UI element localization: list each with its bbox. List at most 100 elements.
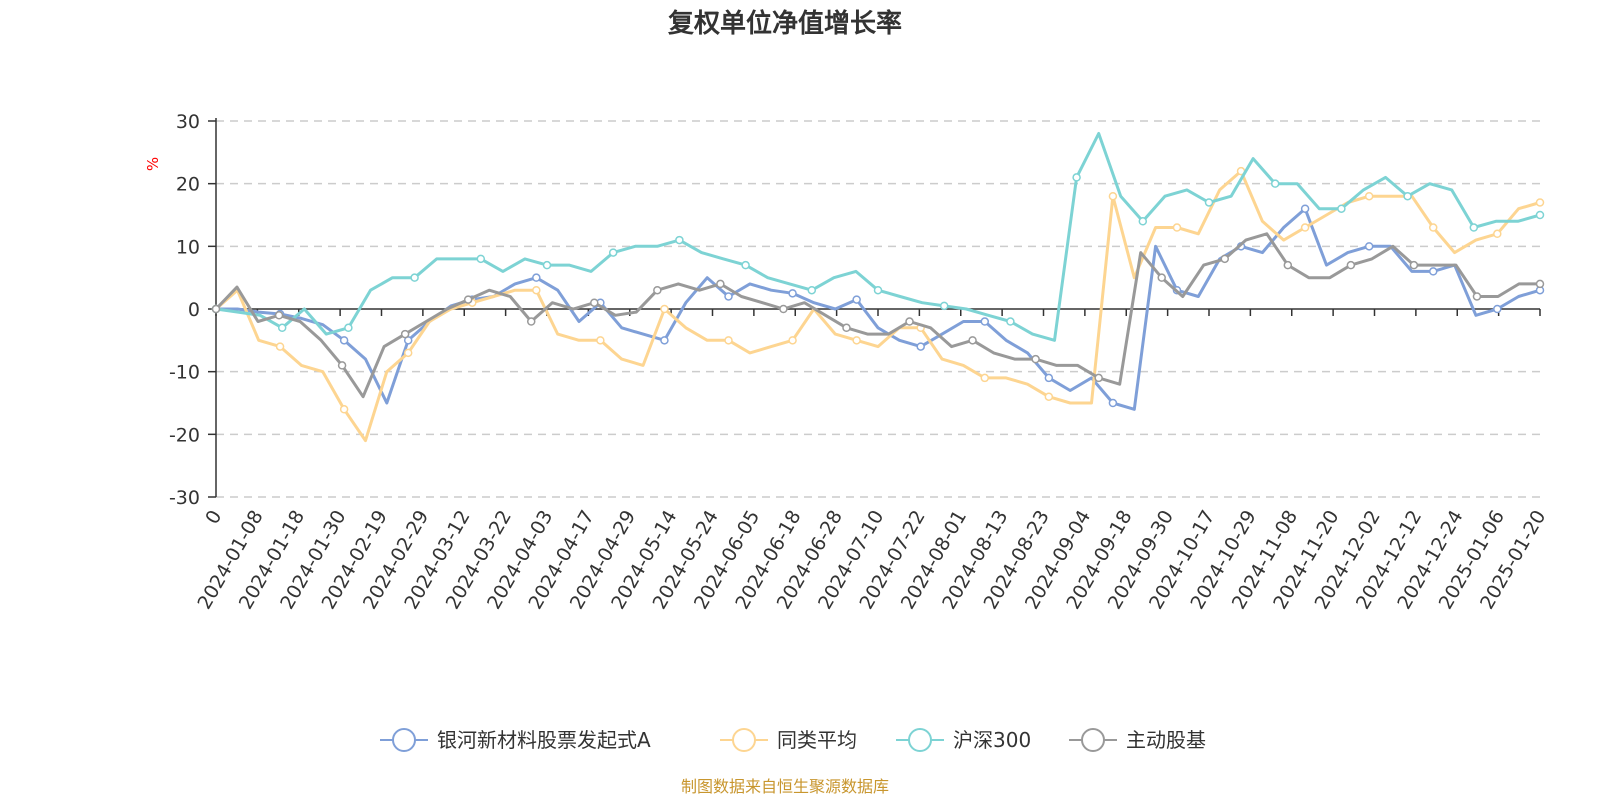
- data-point-marker: [410, 273, 419, 282]
- data-point-marker: [590, 298, 599, 307]
- data-point-marker: [1535, 210, 1545, 220]
- legend-label: 银河新材料股票发起式A: [437, 728, 651, 752]
- data-point-marker: [724, 336, 733, 345]
- data-point-marker: [1472, 292, 1482, 301]
- y-tick-label: -20: [169, 424, 200, 446]
- data-point-marker: [842, 323, 851, 333]
- data-point-marker: [905, 317, 914, 326]
- legend-item-4[interactable]: 主动股基: [1069, 728, 1206, 752]
- data-point-marker: [1283, 260, 1293, 270]
- data-point-marker: [1006, 317, 1015, 326]
- series-line-4: [214, 232, 1542, 399]
- y-tick-label: -30: [169, 487, 200, 509]
- legend-label: 沪深300: [953, 728, 1031, 752]
- data-point-marker: [339, 336, 349, 345]
- data-point-marker: [344, 323, 353, 333]
- data-point-marker: [968, 336, 977, 345]
- data-point-marker: [788, 289, 797, 298]
- data-point-marker: [1044, 373, 1054, 383]
- y-tick-label: 30: [176, 111, 200, 133]
- data-point-marker: [1428, 223, 1438, 232]
- data-point-marker: [1469, 223, 1479, 232]
- data-point-marker: [1300, 223, 1310, 232]
- x-axis: 02024-01-082024-01-182024-01-302024-02-1…: [193, 308, 1550, 613]
- data-point-marker: [1493, 304, 1502, 314]
- legend-item-3[interactable]: 沪深300: [896, 728, 1031, 752]
- data-point-marker: [852, 295, 861, 304]
- data-point-marker: [596, 336, 605, 345]
- data-point-marker: [532, 273, 541, 282]
- data-point-marker: [400, 329, 410, 339]
- data-point-marker: [1108, 191, 1118, 201]
- y-tick-label: 20: [176, 174, 200, 196]
- data-point-marker: [1535, 279, 1545, 289]
- data-point-marker: [1346, 260, 1356, 270]
- data-point-marker: [1364, 191, 1374, 201]
- data-point-marker: [939, 301, 949, 311]
- chart-title: 复权单位净值增长率: [668, 8, 902, 39]
- data-point-marker: [807, 285, 817, 295]
- data-point-marker: [1072, 173, 1081, 182]
- y-tick-label: 0: [188, 299, 200, 321]
- data-point-marker: [873, 285, 883, 295]
- legend-label: 主动股基: [1126, 728, 1206, 752]
- data-point-marker: [463, 295, 473, 304]
- data-point-marker: [724, 292, 733, 301]
- data-point-marker: [339, 405, 349, 414]
- data-point-marker: [532, 285, 541, 295]
- data-point-marker: [1364, 242, 1374, 251]
- x-tick-label: 0: [201, 507, 226, 528]
- data-point-marker: [980, 373, 990, 383]
- y-tick-label: -10: [169, 362, 200, 384]
- data-point-marker: [1337, 204, 1346, 213]
- data-point-marker: [403, 348, 413, 358]
- data-point-marker: [741, 260, 750, 270]
- data-point-marker: [337, 361, 347, 370]
- data-point-marker: [660, 336, 669, 345]
- data-point-marker: [1094, 373, 1103, 383]
- data-point-marker: [542, 260, 552, 270]
- series-line-2: [214, 169, 1542, 443]
- data-point-marker: [526, 317, 536, 326]
- data-point-marker: [1428, 267, 1438, 276]
- y-axis-unit-label: %: [144, 157, 162, 171]
- data-point-marker: [1300, 204, 1310, 213]
- data-point-marker: [660, 304, 669, 314]
- legend[interactable]: 银河新材料股票发起式A 同类平均 沪深300 主动股基: [380, 728, 1206, 752]
- data-point-marker: [980, 317, 990, 326]
- legend-circle-icon: [732, 728, 756, 752]
- data-point-marker: [916, 342, 925, 351]
- data-point-marker: [1204, 198, 1214, 207]
- data-point-marker: [1031, 354, 1040, 364]
- data-point-marker: [275, 342, 285, 351]
- data-point-marker: [274, 311, 284, 320]
- data-point-marker: [716, 279, 725, 289]
- legend-item-2[interactable]: 同类平均: [720, 728, 857, 752]
- data-point-marker: [211, 304, 221, 314]
- data-point-marker: [1493, 229, 1502, 239]
- data-point-marker: [675, 235, 684, 245]
- data-point-marker: [1157, 273, 1166, 282]
- data-point-marker: [1138, 217, 1148, 226]
- data-point-marker: [1108, 398, 1118, 408]
- y-tick-label: 10: [176, 236, 200, 258]
- data-point-marker: [1220, 254, 1230, 264]
- data-point-marker: [1535, 198, 1545, 207]
- data-point-marker: [788, 336, 797, 345]
- data-point-marker: [779, 304, 788, 314]
- data-point-marker: [852, 336, 861, 345]
- y-axis: 30 20 10 0 -10 -20 -30: [169, 111, 217, 509]
- legend-label: 同类平均: [777, 728, 857, 752]
- series-lines: [211, 132, 1545, 443]
- data-point-marker: [653, 285, 662, 295]
- data-point-marker: [608, 248, 618, 257]
- data-point-marker: [1172, 223, 1182, 232]
- legend-circle-icon: [392, 728, 416, 752]
- data-point-marker: [1270, 179, 1280, 188]
- legend-item-1[interactable]: 银河新材料股票发起式A: [380, 728, 651, 752]
- data-point-marker: [1044, 392, 1054, 401]
- legend-circle-icon: [1081, 728, 1105, 752]
- data-point-marker: [1403, 191, 1412, 201]
- data-point-marker: [476, 254, 486, 264]
